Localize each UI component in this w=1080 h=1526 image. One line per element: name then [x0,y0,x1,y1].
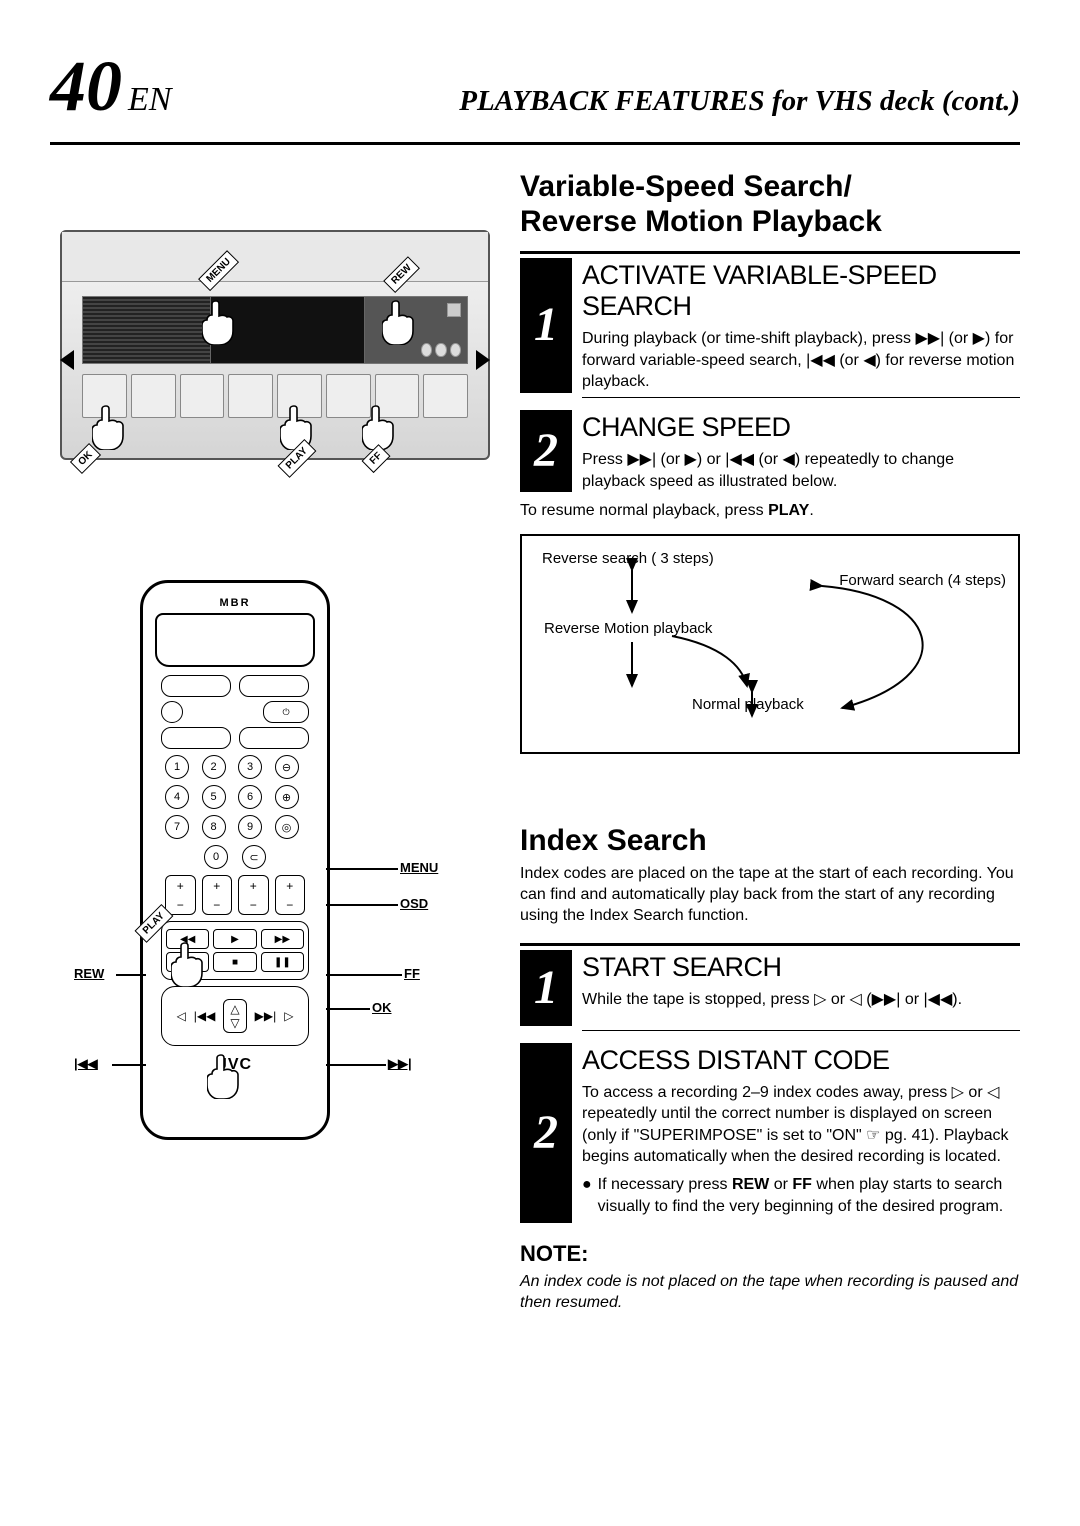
page-header: 40 EN PLAYBACK FEATURES for VHS deck (co… [50,50,1020,122]
remote-screen [155,613,315,667]
section2-title: Index Search [520,824,1020,858]
section1-title: Variable-Speed Search/ Reverse Motion Pl… [520,170,1020,239]
remote-dpad: ◁|◀◀ △▽ ▶▶|▷ [161,986,309,1046]
section1-step1: 1 ACTIVATE VARIABLE-SPEED SEARCH During … [520,258,1020,393]
bullet-item: ● If necessary press REW or FF when play… [582,1174,1020,1217]
step-heading: START SEARCH [582,952,1020,983]
step-body: To access a recording 2–9 index codes aw… [582,1082,1020,1168]
step-heading: ACTIVATE VARIABLE-SPEED SEARCH [582,260,1020,322]
divider [582,397,1020,398]
header-title: PLAYBACK FEATURES for VHS deck (cont.) [211,85,1020,118]
remote-illustration: MBR ⏻ 123⊖ 456⊕ 789◎ 0⊂ +− +− +− +− [140,580,495,1220]
right-arrow-icon [476,350,490,370]
remote-brand-label: MBR [155,597,315,609]
section2-step2: 2 ACCESS DISTANT CODE To access a record… [520,1043,1020,1223]
step-number-badge: 1 [520,950,572,1026]
header-divider [50,142,1020,145]
section2-intro: Index codes are placed on the tape at th… [520,864,1020,926]
remote-ok-callout: OK [372,1000,392,1015]
left-arrow-icon [60,350,74,370]
vcr-ff-callout: FF [362,444,391,473]
note-body: An index code is not placed on the tape … [520,1271,1020,1314]
content-column: Variable-Speed Search/ Reverse Motion Pl… [520,170,1020,1314]
page-language: EN [128,81,171,119]
remote-logo: JVC [155,1056,315,1074]
step-number-badge: 2 [520,1043,572,1223]
illustration-column: MENU REW OK PLAY FF MBR ⏻ 123⊖ 456⊕ 789◎… [50,170,495,1314]
section1-step2: 2 CHANGE SPEED Press ▶▶| (or ▶) or |◀◀ (… [520,410,1020,492]
vcr-illustration: MENU REW OK PLAY FF [60,230,490,460]
remote-rew-callout: REW [74,966,104,981]
step-body: During playback (or time-shift playback)… [582,328,1020,393]
remote-next-callout: ▶▶| [388,1056,412,1072]
divider [582,1030,1020,1031]
step-body: While the tape is stopped, press ▷ or ◁ … [582,989,1020,1011]
divider [520,251,1020,254]
remote-ff-callout: FF [404,966,420,981]
divider [520,943,1020,946]
page-number: 40 [50,50,122,122]
remote-menu-callout: MENU [400,860,438,875]
resume-instruction: To resume normal playback, press PLAY. [520,502,1020,520]
speed-flow-diagram: Reverse search ( 3 steps) Forward search… [520,534,1020,754]
remote-prev-callout: |◀◀ [74,1056,98,1072]
remote-transport: ◀◀▶▶▶ ●■❚❚ [161,921,309,980]
step-number-badge: 2 [520,410,572,492]
vcr-play-callout: PLAY [278,439,317,478]
note-heading: NOTE: [520,1241,1020,1267]
step-body: Press ▶▶| (or ▶) or |◀◀ (or ◀) repeatedl… [582,449,1020,492]
step-heading: ACCESS DISTANT CODE [582,1045,1020,1076]
step-heading: CHANGE SPEED [582,412,1020,443]
diagram-arrows [522,536,1018,752]
step-number-badge: 1 [520,258,572,393]
bullet-icon: ● [582,1174,592,1217]
bullet-text: If necessary press REW or FF when play s… [598,1174,1020,1217]
vcr-ok-callout: OK [70,443,101,474]
section2-step1: 1 START SEARCH While the tape is stopped… [520,950,1020,1026]
remote-osd-callout: OSD [400,896,428,911]
